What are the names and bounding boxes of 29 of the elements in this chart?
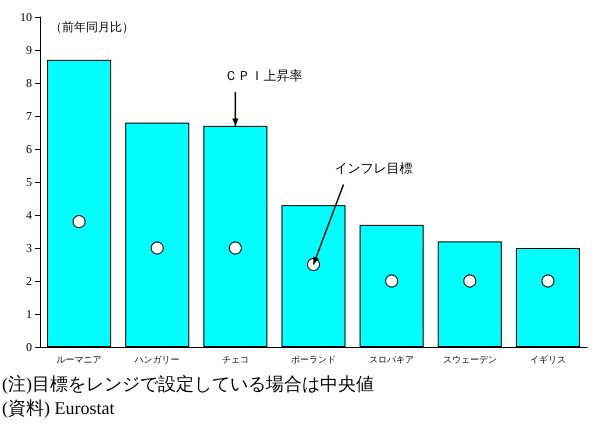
y-tick-label: 9 [26,43,32,57]
x-tick-label: スロバキア [369,354,414,364]
y-tick-label: 3 [26,241,32,255]
x-tick-label: チェコ [222,354,249,364]
point [385,274,398,288]
y-tick-label: 10 [20,10,32,24]
point [463,274,476,288]
y-tick-label: 7 [26,109,32,123]
text: (資料) Eurostat [2,397,116,420]
y-tick-label: 0 [26,340,32,354]
text: (注)目標をレンジで設定している場合は中央値 [2,373,374,396]
y-tick-label: 8 [26,76,32,90]
y-axis-title: （前年同月比） [50,20,134,34]
point [228,242,242,254]
x-tick-label: ルーマニア [56,354,102,364]
annotation: インフレ目標 [334,160,412,176]
x-tick-label: ポーランド [291,354,336,364]
y-tick-label: 5 [26,175,32,189]
point [541,274,554,288]
y-tick-label: 2 [26,274,32,288]
x-tick-label: ハンガリー [134,354,180,364]
x-tick-label: スウェーデン [442,354,497,364]
y-tick-label: 6 [26,142,32,156]
annotation: ＣＰＩ上昇率 [224,68,302,83]
point [72,215,86,228]
y-tick-label: 1 [26,307,32,321]
y-tick-label: 4 [26,208,32,222]
x-tick-label: イギリス [530,354,566,364]
point [150,242,164,254]
